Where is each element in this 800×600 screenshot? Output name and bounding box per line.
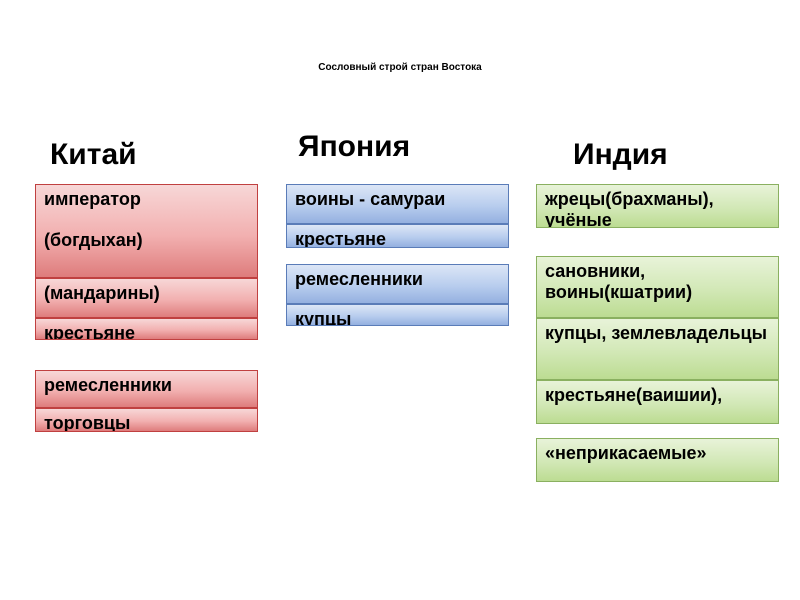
japan-box-2: ремесленники bbox=[286, 264, 509, 304]
china-box-3: ремесленники bbox=[35, 370, 258, 408]
col-header-japan: Япония bbox=[298, 130, 410, 164]
india-box-4: «неприкасаемые» bbox=[536, 438, 779, 482]
japan-box-3: купцы bbox=[286, 304, 509, 326]
china-box-1: (мандарины) bbox=[35, 278, 258, 318]
india-box-2: купцы, землевладельцы bbox=[536, 318, 779, 380]
japan-box-1: крестьяне bbox=[286, 224, 509, 248]
china-box-4: торговцы bbox=[35, 408, 258, 432]
col-header-india: Индия bbox=[573, 138, 668, 172]
india-box-1: сановники, воины(кшатрии) bbox=[536, 256, 779, 318]
china-box-0: император (богдыхан) bbox=[35, 184, 258, 278]
india-box-3: крестьяне(ваишии), bbox=[536, 380, 779, 424]
india-box-0: жрецы(брахманы), учёные bbox=[536, 184, 779, 228]
japan-box-0: воины - самураи bbox=[286, 184, 509, 224]
china-box-2: крестьяне bbox=[35, 318, 258, 340]
page-title: Сословный строй стран Востока bbox=[0, 62, 800, 73]
col-header-china: Китай bbox=[50, 138, 137, 172]
